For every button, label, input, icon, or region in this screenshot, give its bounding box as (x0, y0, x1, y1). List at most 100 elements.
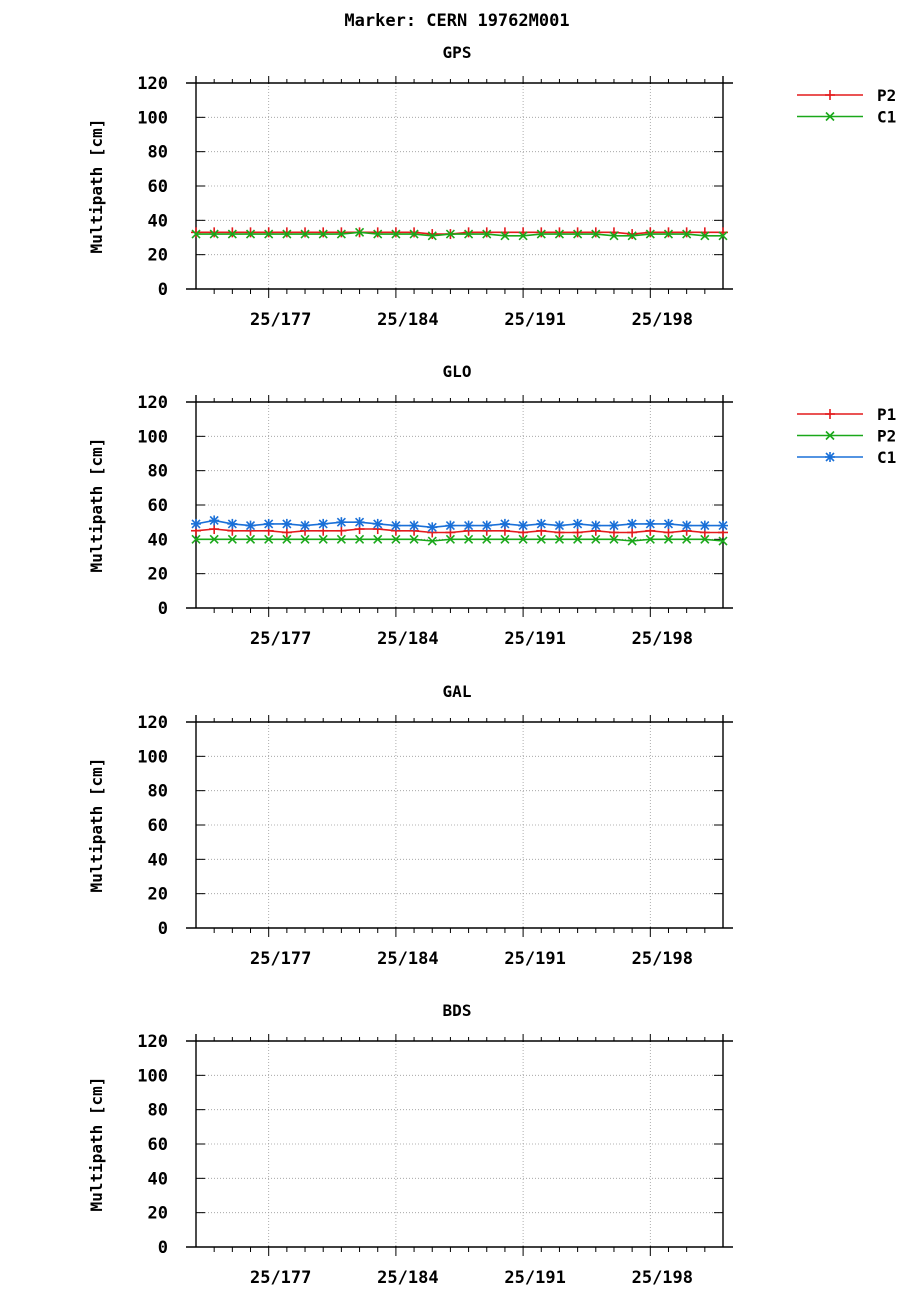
data-point-d2 (318, 534, 328, 544)
y-tick-label: 120 (137, 1032, 168, 1052)
x-tick-label: 25/177 (250, 949, 311, 969)
data-point-d2 (227, 229, 237, 239)
y-axis-title: Multipath [cm] (87, 438, 106, 573)
series-glo-p2-line (196, 538, 724, 542)
series-glo-c1 (191, 515, 728, 533)
data-point-d2 (700, 534, 710, 544)
data-point-d2 (663, 519, 674, 529)
y-tick-label: 100 (137, 108, 168, 128)
data-point-d2 (591, 534, 601, 544)
y-tick-label: 80 (148, 462, 168, 482)
data-point-d2 (718, 231, 728, 241)
data-point-d2 (245, 534, 256, 544)
y-tick-label: 0 (158, 280, 168, 300)
panel-glo: GLO 0 20 40 60 80 100 120 25/177 25/184 25/191 25/1… (87, 362, 896, 649)
data-point-d2 (318, 229, 328, 239)
data-point-d2 (373, 534, 383, 544)
y-tick-label: 120 (137, 713, 168, 733)
x-tick-label: 25/184 (377, 629, 438, 649)
data-point-d2 (264, 229, 274, 239)
data-point-d2 (554, 229, 565, 239)
data-point-d2 (391, 229, 401, 239)
y-tick-label: 120 (137, 74, 168, 94)
data-point-d2 (482, 534, 492, 544)
legend-label: P2 (877, 427, 896, 446)
data-point-d2 (191, 534, 201, 544)
y-tick-label: 100 (137, 747, 168, 767)
data-point-d2 (445, 534, 455, 544)
data-point-d2 (300, 229, 310, 239)
series-gps-c1 (191, 227, 728, 241)
panel-title-gps: GPS (443, 43, 472, 62)
x-tick-label: 25/191 (504, 629, 565, 649)
y-axis-title: Multipath [cm] (87, 119, 106, 254)
data-point-d2 (373, 229, 383, 239)
series-glo-p1-line (195, 528, 723, 534)
data-point-d2 (354, 517, 365, 527)
data-point-d2 (591, 229, 601, 239)
x-tick-label: 25/184 (377, 949, 438, 969)
y-tick-label: 40 (148, 1169, 168, 1189)
legend-entry-glo-c1: C1 (797, 448, 896, 467)
panel-bds: BDS 0 20 40 60 80 100 120 25/177 25/184 25/191 25/1… (87, 1001, 733, 1288)
y-tick-label: 40 (148, 530, 168, 550)
data-point-d2 (700, 231, 710, 241)
data-point-d2 (354, 227, 365, 237)
legend-entry-glo-p2: P2 (797, 427, 896, 446)
data-point-d2 (627, 519, 637, 529)
data-point-d2 (391, 534, 401, 544)
y-tick-label: 80 (148, 1101, 168, 1121)
data-point-d2 (264, 534, 274, 544)
y-tick-label: 20 (148, 885, 168, 905)
data-point-d2 (354, 534, 365, 544)
y-axis-title: Multipath [cm] (87, 758, 106, 893)
data-point-d2 (500, 534, 510, 544)
x-tick-label: 25/191 (504, 949, 565, 969)
panel-gps: GPS 0 20 40 60 80 100 120 25/177 25/184 25/191 25/1… (87, 43, 896, 330)
data-point-d2 (227, 519, 237, 529)
data-point-d2 (645, 519, 655, 529)
chart-main-title: Marker: CERN 19762M001 (344, 11, 569, 31)
legend-label: P1 (877, 405, 896, 424)
data-point-d2 (336, 517, 346, 527)
data-point-d2 (191, 229, 201, 239)
data-point-d2 (300, 521, 310, 531)
x-tick-label: 25/184 (377, 1268, 438, 1288)
data-point-d2 (500, 231, 510, 241)
data-point-d2 (573, 229, 583, 239)
data-point-d2 (300, 534, 310, 544)
data-point-d2 (427, 522, 437, 532)
y-axis-title: Multipath [cm] (87, 1077, 106, 1212)
data-point-d2 (609, 534, 619, 544)
data-point-d2 (409, 534, 419, 544)
data-point-d2 (482, 229, 492, 239)
x-tick-label: 25/191 (504, 310, 565, 330)
data-point-d2 (445, 521, 455, 531)
data-point-d2 (318, 519, 328, 529)
data-point-d2 (645, 229, 655, 239)
data-point-d2 (536, 229, 546, 239)
data-point-d2 (682, 534, 692, 544)
data-point-d2 (718, 521, 728, 531)
y-tick-label: 0 (158, 599, 168, 619)
data-point-d2 (191, 519, 201, 529)
data-point-d2 (682, 229, 692, 239)
panel-title-glo: GLO (443, 362, 472, 381)
data-point-d2 (464, 229, 474, 239)
data-point-d2 (282, 229, 292, 239)
data-point-d2 (336, 534, 346, 544)
x-tick-label: 25/177 (250, 1268, 311, 1288)
data-point-d2 (409, 229, 419, 239)
data-point-d2 (409, 521, 419, 531)
y-tick-label: 20 (148, 565, 168, 585)
legend-entry-glo-p1: P1 (797, 405, 896, 424)
data-point-d2 (391, 521, 401, 531)
y-tick-label: 60 (148, 177, 168, 197)
y-tick-label: 20 (148, 246, 168, 266)
x-tick-label: 25/198 (632, 949, 693, 969)
data-point-d2 (209, 229, 219, 239)
data-point-d2 (209, 515, 219, 526)
x-tick-label: 25/177 (250, 629, 311, 649)
data-point-d2 (554, 521, 565, 531)
data-point-d2 (609, 521, 619, 531)
